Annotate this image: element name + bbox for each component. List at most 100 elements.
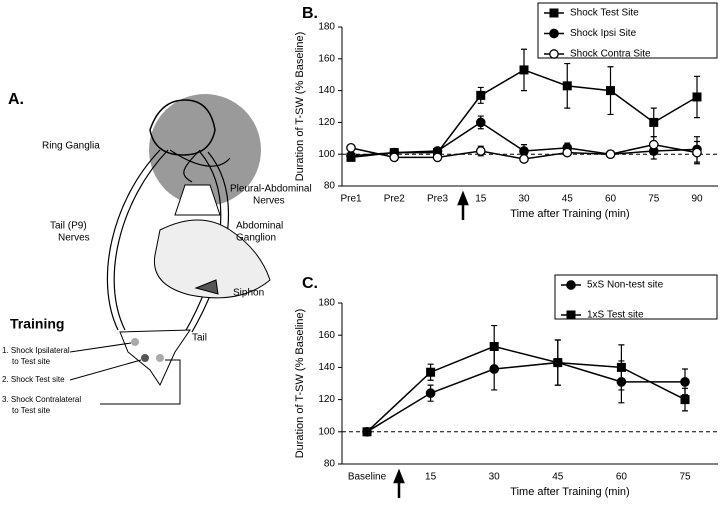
marker xyxy=(680,377,690,387)
label: Ring Ganglia xyxy=(42,141,100,152)
panel-label: C. xyxy=(302,275,318,292)
marker xyxy=(346,142,356,153)
y-axis-label: Duration of T-SW (% Baseline) xyxy=(294,32,306,182)
step: 2. Shock Test site xyxy=(2,375,65,384)
y-tick-label: 140 xyxy=(318,362,335,373)
marker xyxy=(616,362,626,372)
legend-label: Shock Test Site xyxy=(570,8,639,19)
y-tick-label: 80 xyxy=(324,459,336,470)
marker xyxy=(649,117,659,127)
y-tick-label: 120 xyxy=(318,117,335,128)
legend-box xyxy=(554,274,718,320)
label: Abdominal xyxy=(236,221,283,232)
x-tick-label: 30 xyxy=(489,472,501,483)
diagram: A. Ring Ganglia Pleural-Abdominal Nerves… xyxy=(2,91,312,415)
marker xyxy=(362,427,372,437)
siphon-shape xyxy=(194,279,219,295)
y-tick-label: 180 xyxy=(318,298,335,309)
x-tick-label: 90 xyxy=(691,194,703,205)
marker xyxy=(519,154,529,164)
marker xyxy=(425,388,436,399)
y-tick-label: 80 xyxy=(324,181,336,192)
label: Pleural-Abdominal xyxy=(230,184,312,195)
site-ipsi xyxy=(131,338,139,346)
training-arrow xyxy=(457,190,469,220)
x-tick-label: 15 xyxy=(475,194,487,205)
marker xyxy=(426,367,436,377)
x-tick-label: 60 xyxy=(616,472,628,483)
x-tick-label: 75 xyxy=(648,194,660,205)
x-axis-label: Time after Training (min) xyxy=(510,208,629,220)
label: Nerves xyxy=(58,233,90,244)
marker xyxy=(553,358,563,368)
label: Nerves xyxy=(253,196,285,207)
legend-marker xyxy=(566,280,576,290)
marker xyxy=(489,341,499,351)
marker xyxy=(605,149,616,160)
marker xyxy=(475,146,486,156)
training-arrow xyxy=(393,468,405,498)
y-tick-label: 140 xyxy=(318,85,335,96)
ring-ganglia xyxy=(149,99,216,156)
marker xyxy=(476,90,486,100)
x-tick-label: 45 xyxy=(562,194,574,205)
legend-label: Shock Ipsi Site xyxy=(570,28,637,39)
y-tick-label: 120 xyxy=(318,394,335,405)
step: 1. Shock Ipsilateral xyxy=(2,346,70,355)
legend-marker xyxy=(566,310,576,320)
x-tick-label: 60 xyxy=(605,194,617,205)
pointer-lines xyxy=(69,342,181,405)
legend-label: 5xS Non-test site xyxy=(587,280,664,291)
y-tick-label: 160 xyxy=(318,330,335,341)
marker xyxy=(432,152,443,163)
panel-label: B. xyxy=(302,5,318,22)
label: Ganglion xyxy=(236,233,276,244)
series-line xyxy=(366,361,685,433)
ring-ganglia-highlight xyxy=(149,94,261,206)
x-tick-label: 30 xyxy=(518,194,530,205)
marker xyxy=(680,395,690,405)
step: to Test site xyxy=(12,357,51,366)
y-tick-label: 180 xyxy=(318,22,335,33)
marker xyxy=(648,139,659,150)
y-axis-label: Duration of T-SW (% Baseline) xyxy=(294,309,306,459)
legend-label: Shock Contra Site xyxy=(570,49,651,60)
x-tick-label: Pre3 xyxy=(427,194,449,205)
label: Training xyxy=(10,316,64,332)
label: Tail (P9) xyxy=(50,221,87,232)
legend-label: 1xS Test site xyxy=(587,310,644,321)
x-axis-label: Time after Training (min) xyxy=(510,486,629,498)
marker xyxy=(692,92,702,102)
x-tick-label: Baseline xyxy=(348,472,387,483)
marker xyxy=(389,152,400,163)
legend-marker xyxy=(549,49,559,59)
y-tick-label: 160 xyxy=(318,53,335,64)
legend-box xyxy=(537,2,718,59)
legend-marker xyxy=(549,28,559,39)
series-line xyxy=(366,345,686,433)
marker xyxy=(475,117,486,128)
marker xyxy=(562,147,573,158)
x-tick-label: 45 xyxy=(552,472,564,483)
marker xyxy=(562,81,572,91)
marker xyxy=(606,86,615,96)
marker xyxy=(519,146,529,156)
step: to Test site xyxy=(12,406,51,415)
abdominal-ganglion-body xyxy=(174,184,221,216)
marker xyxy=(692,147,702,158)
x-tick-label: Pre2 xyxy=(384,194,406,205)
y-tick-label: 100 xyxy=(318,426,335,437)
x-tick-label: Pre1 xyxy=(340,194,362,205)
tail-nerve-left xyxy=(106,149,169,331)
x-tick-label: 15 xyxy=(425,472,437,483)
marker xyxy=(519,65,529,75)
site-contra xyxy=(156,354,164,362)
panel-label: A. xyxy=(8,91,24,108)
x-tick-label: 75 xyxy=(679,472,691,483)
marker xyxy=(346,150,356,161)
pleural-nerves xyxy=(169,149,231,183)
legend-marker xyxy=(549,8,559,18)
y-tick-label: 100 xyxy=(318,149,335,160)
label: Tail xyxy=(192,333,207,344)
